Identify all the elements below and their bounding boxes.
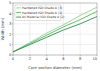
plot-frame — [13, 3, 97, 55]
tick-label: 1 — [9, 43, 11, 47]
grid-line — [63, 3, 64, 55]
tick-label: 4 — [9, 12, 12, 16]
legend-label: All Material ISO Grade A (2) — [22, 15, 65, 19]
y-axis-label: Width (mm) — [0, 17, 5, 40]
plot-bg — [13, 3, 97, 55]
tick-label: 4 — [45, 57, 48, 61]
legend-label: Hardened ISO Grade A (2) — [22, 11, 62, 15]
series-line — [13, 11, 97, 52]
tick-label: 3 — [9, 22, 11, 26]
series-group — [13, 7, 97, 52]
tick-label: 2 — [29, 57, 31, 61]
tick-label: 2 — [9, 33, 11, 37]
grid-line — [13, 23, 97, 24]
chart: 0123450246810Hardened ISO Grade A (3)Har… — [0, 0, 100, 71]
grid-line — [80, 3, 81, 55]
series-line — [13, 17, 97, 52]
series-line — [13, 7, 97, 52]
x-axis-label: Core section diameter (mm) — [28, 65, 82, 70]
tick-label: 6 — [62, 57, 65, 61]
legend-swatch — [16, 17, 21, 18]
tick-label: 8 — [79, 57, 82, 61]
legend-swatch — [16, 12, 21, 13]
tick-label: 10 — [92, 57, 97, 61]
tick-label: 0 — [12, 57, 15, 61]
tick-label: 5 — [9, 1, 11, 5]
legend-swatch — [16, 7, 21, 8]
legend-label: Hardened ISO Grade A (3) — [22, 6, 62, 10]
